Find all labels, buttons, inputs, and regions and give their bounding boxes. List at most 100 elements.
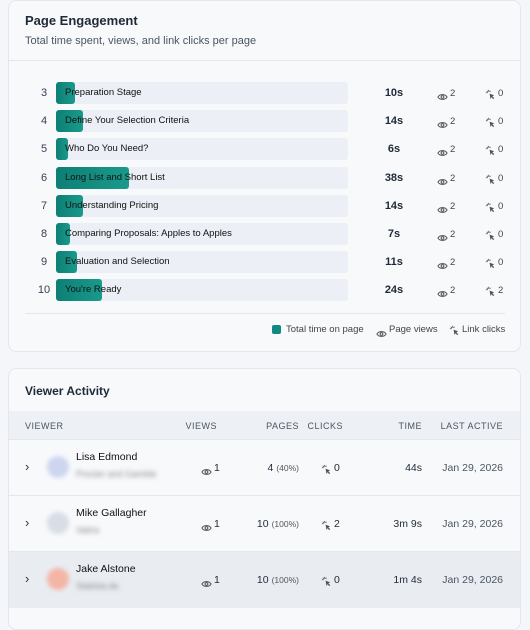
pages-percent: (100%)	[271, 519, 299, 529]
clicks-value: 0	[498, 172, 504, 184]
clicks-value: 0	[498, 116, 504, 128]
activity-card: Viewer Activity VIEWER VIEWS PAGES CLICKS TIM…	[8, 368, 521, 630]
icon	[485, 172, 496, 190]
icon-svg	[485, 230, 495, 241]
engagement-card: Page Engagement Total time spent, views, …	[8, 0, 521, 352]
icon	[437, 173, 448, 191]
icon-svg	[485, 89, 495, 100]
page-label: Who Do You Need?	[65, 143, 149, 155]
pages-value: 10	[256, 518, 269, 530]
clicks-value: 2	[498, 285, 504, 297]
bar	[56, 110, 84, 133]
clicks-value: 0	[334, 574, 340, 586]
legend-swatch	[272, 325, 281, 334]
row-bg	[9, 495, 520, 552]
row-number: 5	[40, 143, 48, 156]
views-value: 2	[450, 229, 456, 240]
bar	[56, 166, 130, 189]
page-label: Comparing Proposals: Apples to Apples	[65, 228, 232, 239]
icon-svg	[485, 287, 495, 297]
last-active: Jan 29, 2026	[442, 574, 503, 586]
divider	[25, 313, 505, 314]
icon-svg	[437, 178, 448, 185]
bar	[56, 82, 76, 104]
page-label: Preparation Stage	[65, 87, 142, 98]
clicks-value: 0	[498, 200, 504, 212]
views-value: 1	[214, 462, 220, 474]
time-value: 7s	[387, 228, 401, 240]
views-value: 1	[214, 518, 220, 530]
clicks-value: 2	[334, 518, 340, 530]
icon	[437, 201, 448, 219]
clicks-value: 0	[498, 229, 504, 240]
viewer-company: Statista.de	[76, 581, 119, 591]
icon	[485, 284, 496, 302]
icon	[201, 519, 212, 537]
bar	[56, 251, 78, 274]
icon-svg	[437, 291, 448, 298]
expand-chevron[interactable]: ›	[25, 459, 30, 474]
row-number: 3	[40, 87, 48, 99]
icon	[437, 229, 448, 247]
icon	[437, 144, 448, 162]
icon	[437, 285, 448, 303]
icon	[437, 116, 448, 134]
row-number: 7	[40, 199, 48, 212]
bar-track	[56, 194, 348, 217]
clicks-value: 0	[498, 144, 504, 156]
bar	[56, 194, 84, 217]
icon-svg	[437, 263, 448, 270]
row-bg	[9, 439, 520, 496]
bar	[56, 223, 70, 245]
icon	[485, 228, 496, 246]
last-active: Jan 29, 2026	[442, 518, 503, 530]
icon	[437, 257, 448, 275]
bar-track	[56, 82, 348, 104]
last-active: Jan 29, 2026	[442, 462, 503, 474]
clicks-value: 0	[334, 462, 340, 474]
page-label: You're Ready	[65, 284, 122, 296]
views-value: 2	[450, 285, 456, 297]
bar-track	[56, 110, 348, 133]
expand-chevron[interactable]: ›	[25, 515, 30, 530]
pages-percent: (100%)	[271, 575, 299, 585]
icon-svg	[376, 331, 387, 337]
icon-svg	[437, 206, 448, 213]
views-value: 2	[450, 172, 456, 184]
time-value: 14s	[384, 115, 404, 128]
pages-percent: (40%)	[276, 463, 299, 473]
views-value: 2	[450, 88, 456, 99]
icon	[485, 87, 496, 105]
icon-svg	[201, 525, 212, 531]
column-header: CLICKS	[307, 421, 343, 431]
icon-svg	[321, 576, 331, 587]
icon	[485, 143, 496, 161]
card-title: Viewer Activity	[25, 384, 110, 398]
divider	[9, 60, 520, 61]
bar	[56, 138, 68, 161]
icon	[485, 200, 496, 218]
column-header: PAGES	[266, 421, 299, 431]
row-number: 8	[40, 228, 48, 240]
expand-chevron[interactable]: ›	[25, 571, 30, 586]
icon	[201, 575, 212, 593]
pages-value: 10	[256, 574, 269, 586]
views-value: 2	[450, 144, 456, 156]
icon	[321, 518, 332, 536]
icon-svg	[485, 118, 495, 128]
viewer-company: Procter and Gamble	[76, 469, 157, 479]
bar-track	[56, 279, 348, 302]
viewer-company: Vatira	[76, 525, 99, 535]
bar-track	[56, 138, 348, 161]
page: Page Engagement Total time spent, views, …	[8, 0, 521, 630]
views-value: 1	[214, 574, 220, 586]
avatar	[47, 512, 69, 534]
legend-label: Link clicks	[462, 324, 506, 335]
icon-svg	[485, 202, 495, 212]
icon	[201, 463, 212, 481]
time-value: 3m 9s	[393, 518, 422, 530]
views-value: 2	[450, 116, 456, 128]
icon	[485, 256, 496, 274]
icon-svg	[437, 235, 448, 241]
icon-svg	[437, 150, 448, 157]
